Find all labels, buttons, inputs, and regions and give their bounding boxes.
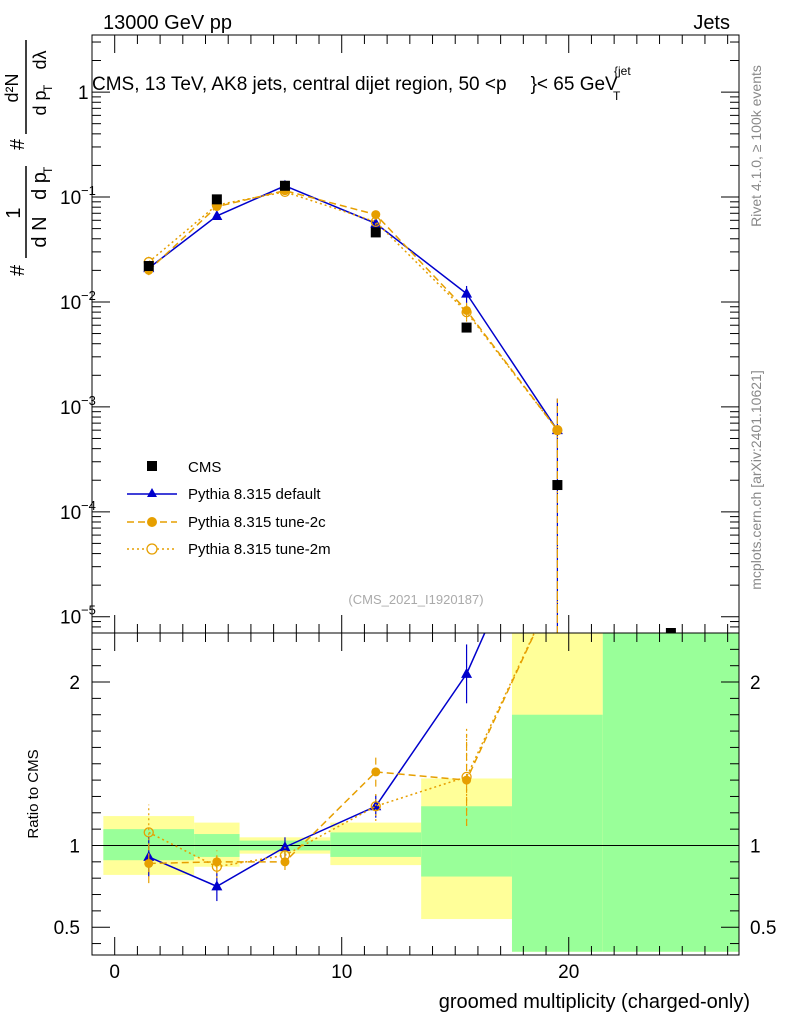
y-label-one: 1 xyxy=(3,207,25,218)
y-label-d2n: d²N xyxy=(2,73,22,102)
x-tick-label: 20 xyxy=(558,962,579,983)
legend: CMS Pythia 8.315 default Pythia 8.315 tu… xyxy=(127,459,331,558)
ratio-y-tick-label-right: 2 xyxy=(750,673,761,694)
ratio-y-tick-label-left: 1 xyxy=(69,836,80,857)
ratio-y-axis-label: Ratio to CMS xyxy=(25,749,42,838)
legend-default-label: Pythia 8.315 default xyxy=(188,486,321,503)
ratio-point-default xyxy=(461,667,473,678)
y-label-dlambda: dλ xyxy=(30,50,50,69)
ratio-y-tick-label-right: 0.5 xyxy=(750,918,776,939)
x-axis-label: groomed multiplicity (charged-only) xyxy=(439,991,750,1013)
ratio-frame xyxy=(91,632,740,956)
ratio-point-tune2m xyxy=(143,827,154,838)
ratio-point-tune2c xyxy=(144,858,154,868)
series-point-tune2m xyxy=(552,425,563,436)
ratio-point-tune2c xyxy=(371,767,381,777)
legend-tune2c-label: Pythia 8.315 tune-2c xyxy=(188,514,326,531)
y-label-hash: # xyxy=(7,264,29,276)
main-y-tick-label: 10 xyxy=(60,608,81,629)
series-line-2 xyxy=(148,191,558,431)
series-point-tune2c xyxy=(371,210,381,220)
ratio-series-line-0 xyxy=(148,633,486,888)
main-y-tick-label: 10 xyxy=(60,503,81,524)
y-label-dpt2: d p xyxy=(30,90,50,115)
header-energy-label: 13000 GeV pp xyxy=(103,12,232,34)
ratio-band-inner xyxy=(511,714,603,952)
cms-data-point xyxy=(461,322,472,333)
main-y-tick-label: 1 xyxy=(78,83,89,104)
main-y-tick-label: 10 xyxy=(60,398,81,419)
y-label-dn: d N xyxy=(29,216,51,247)
ratio-point-default xyxy=(211,880,223,891)
series-line-0 xyxy=(148,184,559,431)
series-line-1 xyxy=(148,189,558,431)
ratio-point-tune2m xyxy=(461,771,472,782)
legend-cms-marker xyxy=(147,461,157,471)
legend-tune2m-marker xyxy=(146,543,158,555)
mcplots-reference-label: mcplots.cern.ch [arXiv:2401.10621] xyxy=(748,370,764,589)
main-y-tick-exponent: −1 xyxy=(81,183,96,198)
y-label-dpt: d p xyxy=(29,172,51,200)
ratio-series-line-2 xyxy=(148,633,536,868)
y-label-dpt-sub: T xyxy=(41,166,55,174)
watermark: (CMS_2021_I1920187) xyxy=(348,592,483,607)
cms-data-point xyxy=(211,194,222,205)
main-y-tick-label: 10 xyxy=(60,293,81,314)
ratio-point-default xyxy=(279,841,291,852)
series-point-tune2m xyxy=(370,216,381,227)
main-panel: 10 −510 −410 −310 −210 −11 CMS, 13 TeV, AK8 j… xyxy=(60,34,740,638)
ratio-y-tick-label-left: 0.5 xyxy=(54,918,80,939)
ratio-point-tune2m xyxy=(370,801,381,812)
ratio-band-inner xyxy=(421,806,512,877)
cms-data-point xyxy=(143,261,154,272)
y-label-hash-2: # xyxy=(7,138,29,150)
cms-data-point xyxy=(370,227,381,238)
series-point-default xyxy=(211,209,223,220)
series-point-default xyxy=(461,287,473,298)
ratio-band-inner xyxy=(330,832,422,857)
ratio-y-tick-label-right: 1 xyxy=(750,836,761,857)
main-y-tick-exponent: −4 xyxy=(81,498,96,513)
ratio-series-group xyxy=(143,633,536,902)
cms-data-point xyxy=(279,180,290,191)
plot-title: CMS, 13 TeV, AK8 jets, central dijet reg… xyxy=(92,74,618,95)
legend-cms-label: CMS xyxy=(188,459,221,476)
legend-tune2c-marker xyxy=(147,517,157,527)
ratio-y-tick-label-left: 2 xyxy=(69,673,80,694)
rivet-version-label: Rivet 4.1.0, ≥ 100k events xyxy=(748,65,764,227)
plot-title-superscript: {jet xyxy=(614,64,631,78)
main-y-tick-exponent: −3 xyxy=(81,393,96,408)
main-y-tick-exponent: −5 xyxy=(81,603,96,618)
main-y-tick-label: 10 xyxy=(60,188,81,209)
legend-default-marker xyxy=(147,488,157,497)
ratio-band-inner xyxy=(602,633,739,952)
header-jets-label: Jets xyxy=(693,12,730,34)
cms-data-point xyxy=(552,480,563,491)
x-tick-label: 0 xyxy=(109,962,120,983)
plot-title-subscript: T xyxy=(613,89,621,103)
ratio-point-tune2m xyxy=(211,861,223,872)
ratio-point-tune2m xyxy=(279,850,291,861)
main-y-axis-label: # 1 d N d p T # d²N d p T dλ xyxy=(2,40,55,276)
series-point-tune2m xyxy=(461,306,472,318)
legend-tune2m-label: Pythia 8.315 tune-2m xyxy=(188,541,331,558)
y-label-dpt2-sub: T xyxy=(41,84,55,92)
ratio-series-line-1 xyxy=(148,633,536,865)
main-y-tick-exponent: −2 xyxy=(81,288,96,303)
x-tick-label: 10 xyxy=(331,962,352,983)
ratio-panel: 0.5 0.51 12 20 10 20 Ratio to CMS xyxy=(25,632,776,983)
